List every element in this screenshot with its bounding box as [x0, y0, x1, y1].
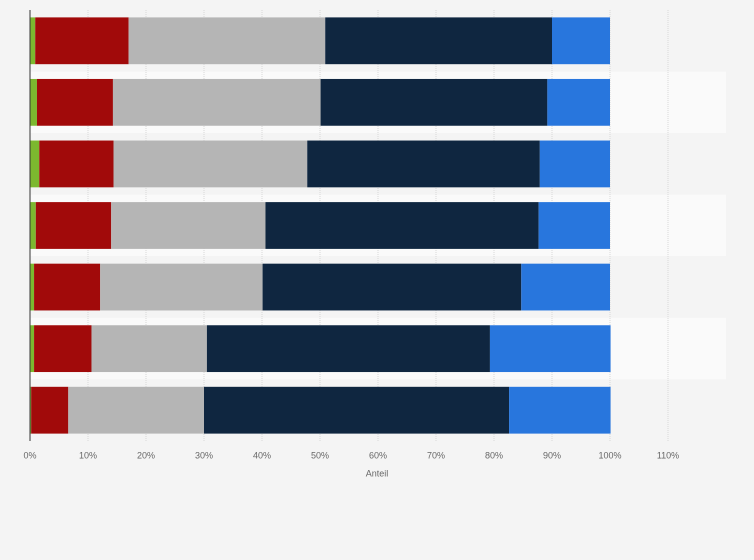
bar-segment	[34, 325, 92, 373]
x-tick-label: 50%	[311, 450, 329, 460]
bar-segment	[128, 17, 326, 65]
x-tick-label: 20%	[137, 450, 155, 460]
bar-segment	[35, 202, 112, 249]
bar-segment	[35, 17, 129, 65]
x-tick-label: 0%	[23, 450, 36, 460]
bar-segment	[262, 263, 522, 311]
bar-segment	[30, 140, 40, 188]
bar-segment	[112, 78, 321, 126]
bar-segment	[204, 386, 510, 434]
bar-segment	[30, 386, 32, 434]
bar-segment	[325, 17, 552, 65]
bar-segment	[39, 140, 114, 188]
x-tick-label: 90%	[543, 450, 561, 460]
x-tick-label: 40%	[253, 450, 271, 460]
bar-segment	[320, 78, 548, 126]
bar-segment	[509, 386, 611, 434]
bar-segment	[91, 325, 207, 373]
bar-segment	[552, 17, 610, 65]
bar-segment	[206, 325, 490, 373]
bar-segment	[36, 78, 113, 126]
bar-segment	[113, 140, 308, 188]
bar-segment	[30, 325, 35, 373]
bar-segment	[489, 325, 611, 373]
bar-segment	[31, 386, 69, 434]
bar-segment	[30, 78, 37, 126]
bar-segment	[30, 263, 35, 311]
bar-segment	[547, 78, 610, 126]
bar-segment	[307, 140, 540, 188]
bar-segment	[539, 140, 610, 188]
bar-segment	[30, 17, 36, 65]
x-tick-label: 30%	[195, 450, 213, 460]
bar-segment	[111, 202, 266, 249]
bar-segment	[265, 202, 539, 249]
bar-segment	[68, 386, 204, 434]
bar-segment	[538, 202, 610, 249]
bar-segment	[100, 263, 263, 311]
bar-segment	[521, 263, 610, 311]
x-tick-label: 100%	[598, 450, 621, 460]
x-tick-label: 110%	[657, 450, 679, 460]
x-tick-label: 70%	[427, 450, 445, 460]
bar-segment	[30, 202, 36, 249]
x-tick-label: 60%	[369, 450, 387, 460]
x-tick-label: 80%	[485, 450, 503, 460]
x-tick-label: 10%	[79, 450, 97, 460]
x-axis-title: Anteil	[366, 468, 389, 478]
bar-segment	[34, 263, 101, 311]
